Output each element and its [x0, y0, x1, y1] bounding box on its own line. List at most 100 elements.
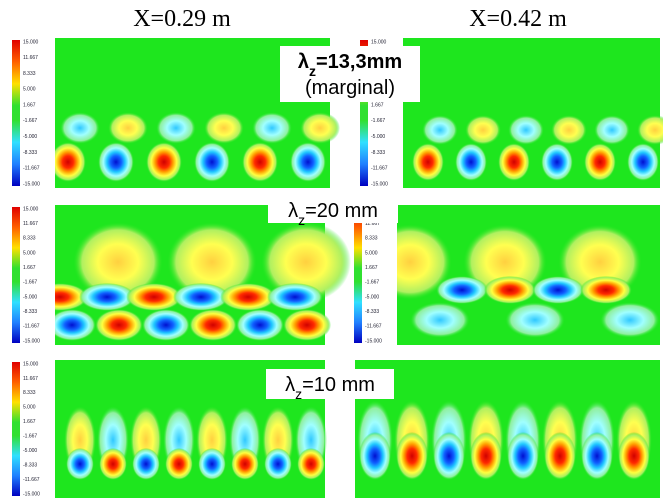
panel-label: λz=20 mm [288, 200, 378, 228]
colorbar-tick-label: 5.000 [23, 250, 36, 256]
contour-panel: 15.000 11.667 8.333 5.000 1.667 -1.667 -5.000 -… [10, 38, 340, 188]
colorbar-tick-label: 8.333 [23, 236, 36, 242]
vortex-blob [165, 448, 193, 480]
colorbar-tick-label: 1.667 [23, 102, 36, 108]
label-part: λ [298, 51, 309, 73]
label-part: λ [288, 200, 298, 222]
colorbar-tick-label: -1.667 [23, 434, 37, 440]
colorbar-tick-label: 1.667 [365, 265, 378, 271]
colorbar-tick-label: -15.000 [23, 491, 40, 497]
colorbar-tick-label: -11.667 [371, 166, 388, 172]
contour-plots: 15.000 11.667 8.333 5.000 1.667 -1.667 -5.000 -… [10, 38, 663, 498]
vortex-blob [267, 283, 323, 311]
vortex-blob [581, 432, 613, 480]
vortex-blob [594, 115, 630, 145]
vortex-blob [584, 143, 616, 181]
colorbar-tick-label: 8.333 [23, 390, 36, 396]
vortex-blob [359, 432, 391, 480]
vortex-blob [99, 448, 127, 480]
vortex-blob [50, 142, 86, 182]
vortex-blob [48, 309, 96, 341]
colorbar-tick-label: 15.000 [371, 39, 387, 45]
vortex-blob [95, 309, 143, 341]
vortex-blob [396, 432, 428, 480]
vortex-blob [541, 143, 573, 181]
vortex-blob [507, 432, 539, 480]
label-part: z [298, 212, 305, 228]
vortex-blob [173, 283, 229, 311]
vortex-blob [189, 309, 237, 341]
colorbar-tick-label: 11.667 [23, 55, 38, 61]
colorbar-tick-label: -5.000 [365, 294, 379, 300]
colorbar-tick-label: 11.667 [23, 376, 38, 382]
colorbar-tick-label: -11.667 [23, 324, 40, 330]
vortex-blob [297, 448, 325, 480]
vortex-blob [108, 112, 148, 144]
vortex-blob [98, 142, 134, 182]
colorbar-tick-label: -8.333 [23, 150, 37, 156]
label-bg [268, 195, 398, 223]
colorbar-tick-label: 8.333 [23, 71, 36, 77]
label-part: z [309, 63, 316, 79]
contour-panel: 15.00011.6678.3335.0001.667-1.667-5.000-… [352, 205, 660, 345]
label-part: λ [285, 374, 295, 396]
panel-label: λz=10 mm [285, 374, 375, 402]
colorbar-tick-label: -1.667 [365, 280, 379, 286]
colorbar-tick-label: -8.333 [23, 309, 37, 315]
vortex-blob [231, 448, 259, 480]
vortex-blob [290, 142, 326, 182]
colorbar-tick-label: 5.000 [23, 405, 36, 411]
vortex-blob [264, 448, 292, 480]
vortex-blob [600, 302, 660, 338]
colorbar-tick-label: 11.667 [23, 221, 38, 227]
colorbar-tick-label: -11.667 [23, 166, 40, 172]
colorbar-tick-label: 5.000 [23, 87, 36, 93]
label-bg [266, 369, 394, 399]
vortex-blob [412, 143, 444, 181]
vortex-blob [508, 115, 544, 145]
colorbar-tick-label: 8.333 [365, 236, 378, 242]
vortex-blob [505, 302, 565, 338]
colorbar-tick-label: -11.667 [365, 324, 382, 330]
colorbar-tick-label: 15.000 [23, 39, 39, 45]
colorbar-tick-label: -5.000 [23, 294, 37, 300]
colorbar-tick-label: -5.000 [23, 134, 37, 140]
contour-panel [355, 360, 660, 498]
colorbar-tick-label: 5.000 [365, 250, 378, 256]
colorbar-tick-label: -15.000 [23, 338, 40, 344]
colorbar-tick-label: -1.667 [23, 280, 37, 286]
vortex-blob [132, 448, 160, 480]
vortex-blob [422, 115, 458, 145]
vortex-blob [66, 448, 94, 480]
colorbar-tick-label: 1.667 [23, 419, 36, 425]
vortex-blob [532, 276, 584, 304]
colorbar-tick-label: -1.667 [371, 118, 385, 124]
vortex-blob [73, 222, 163, 302]
colorbar [360, 40, 368, 186]
vortex-blob [637, 115, 663, 145]
colorbar [12, 40, 20, 186]
vortex-blob [627, 143, 659, 181]
panel-note: (marginal) [305, 77, 395, 99]
vortex-blob [544, 432, 576, 480]
vortex-blob [551, 115, 587, 145]
vortex-blob [283, 309, 331, 341]
colorbar-tick-label: -15.000 [23, 181, 40, 187]
column-header: X=0.29 m [133, 6, 231, 32]
colorbar-tick-label: -15.000 [371, 181, 388, 187]
colorbar-tick-label: -1.667 [23, 118, 37, 124]
vortex-blob [436, 276, 488, 304]
vortex-blob [126, 283, 182, 311]
vortex-blob [79, 283, 135, 311]
colorbar-tick-label: -5.000 [371, 134, 385, 140]
column-header: X=0.42 m [469, 6, 567, 32]
colorbar-tick-label: 1.667 [23, 265, 36, 271]
label-bg [280, 46, 420, 102]
vortex-blob [146, 142, 182, 182]
colorbar [12, 362, 20, 496]
vortex-blob [455, 143, 487, 181]
colorbar-tick-label: 1.667 [371, 102, 384, 108]
label-part: z [295, 386, 302, 402]
